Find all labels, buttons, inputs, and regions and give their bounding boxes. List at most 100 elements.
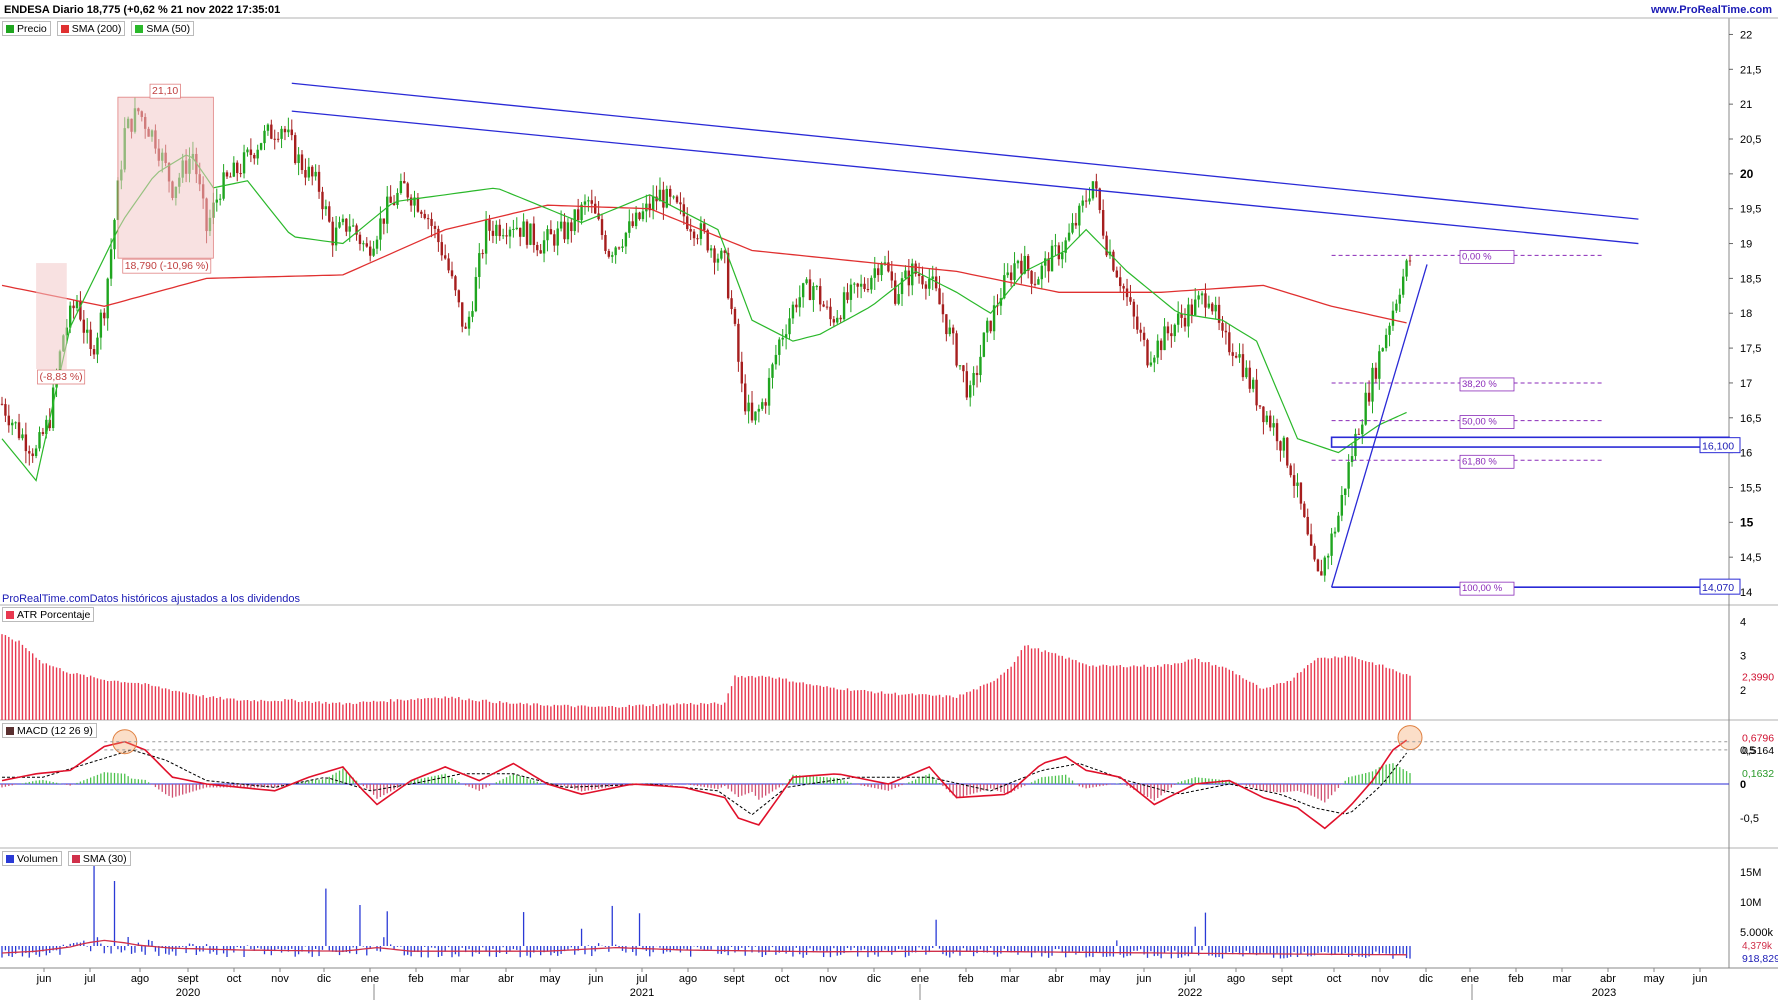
candle (51, 387, 55, 429)
candle (1371, 367, 1374, 402)
candle (324, 206, 328, 210)
candle (307, 166, 311, 178)
price-tick-label: 15,5 (1740, 482, 1761, 494)
legend-volumen[interactable]: Volumen (2, 851, 62, 866)
candle (232, 162, 236, 177)
candle (368, 246, 372, 256)
x-tick-label: ene (1461, 973, 1479, 985)
candle (246, 149, 249, 153)
trendline[interactable] (291, 82, 1639, 220)
candle (631, 221, 634, 227)
candle (447, 258, 450, 271)
candle (437, 228, 440, 243)
candle (1269, 415, 1272, 428)
x-tick-label: nov (819, 973, 837, 985)
candle (989, 320, 992, 332)
level-label: 16,100 (1702, 441, 1734, 453)
trendline[interactable] (291, 110, 1639, 245)
candle (580, 204, 583, 221)
candle (805, 279, 808, 284)
candle (1105, 235, 1108, 256)
legend-sma50[interactable]: SMA (50) (131, 21, 195, 36)
candle (1207, 303, 1211, 308)
candle (1129, 297, 1132, 302)
candle (1074, 222, 1078, 226)
candle (41, 432, 45, 435)
macd-tick-label: 0 (1740, 779, 1746, 791)
x-tick-label: abr (1048, 973, 1064, 985)
candle (733, 308, 737, 324)
candle (1101, 210, 1105, 236)
x-tick-label: ago (131, 973, 149, 985)
candle (1388, 325, 1391, 335)
candle (709, 248, 713, 251)
chart-title: ENDESA Diario 18,775 (+0,62 % 21 nov 202… (4, 4, 281, 16)
candle (454, 276, 457, 291)
legend-macd[interactable]: MACD (12 26 9) (2, 723, 97, 738)
candle (396, 192, 399, 205)
legend-sma200[interactable]: SMA (200) (56, 21, 126, 36)
candle (853, 283, 856, 285)
candle (1238, 354, 1241, 358)
prorealtime-link[interactable]: www.ProRealTime.com (1650, 4, 1772, 16)
candle (45, 419, 48, 435)
candle (744, 383, 747, 412)
candle (1255, 379, 1258, 406)
legend-atr[interactable]: ATR Porcentaje (2, 607, 95, 622)
candle (812, 286, 815, 300)
x-tick-label: abr (498, 973, 514, 985)
candle (662, 189, 665, 208)
candle (409, 197, 413, 206)
candle (553, 234, 556, 246)
candle (979, 356, 982, 376)
candle (249, 149, 253, 155)
candle (945, 314, 948, 335)
candle (430, 218, 433, 226)
candle (706, 230, 709, 251)
candle (106, 278, 109, 319)
candle (594, 203, 597, 214)
support-zone[interactable] (1330, 436, 1730, 448)
x-tick-label: nov (271, 973, 289, 985)
x-tick-label: jul (635, 973, 647, 985)
drawdown-label-box (122, 258, 212, 274)
candle (1265, 415, 1269, 423)
candle (1262, 406, 1265, 423)
candle (1279, 441, 1282, 451)
macd-tick-label: -0,5 (1740, 813, 1759, 825)
candle (1197, 295, 1200, 300)
candle (280, 128, 283, 139)
macd-highlight-circle[interactable] (1397, 725, 1423, 751)
volume-legend: Volumen SMA (30) (2, 851, 131, 866)
candle (334, 227, 338, 246)
legend-vol-sma30[interactable]: SMA (30) (67, 851, 131, 866)
candle (781, 337, 784, 340)
candle (536, 244, 539, 251)
candle (287, 129, 290, 133)
x-tick-label: dic (867, 973, 882, 985)
candle (270, 124, 273, 139)
price-tick-label: 21 (1740, 99, 1752, 111)
candle (1050, 245, 1054, 272)
candle (638, 212, 641, 220)
candle (450, 270, 454, 277)
trendline[interactable] (1330, 264, 1428, 588)
price-tick-label: 15 (1740, 515, 1754, 529)
candle (914, 263, 917, 274)
candle (969, 385, 972, 398)
drawdown-box[interactable] (117, 96, 214, 259)
candle (1337, 515, 1340, 532)
x-tick-label: sept (724, 973, 745, 985)
candle (1176, 313, 1180, 325)
candle (218, 198, 222, 200)
candle (0, 403, 4, 405)
candle (873, 268, 876, 278)
drawdown-box-small[interactable] (36, 263, 67, 369)
candle (420, 211, 423, 214)
legend-precio[interactable]: Precio (2, 21, 51, 36)
candle (362, 243, 365, 245)
x-tick-label: jun (36, 973, 52, 985)
candle (416, 197, 420, 212)
candle (641, 211, 645, 220)
candle (628, 221, 631, 233)
